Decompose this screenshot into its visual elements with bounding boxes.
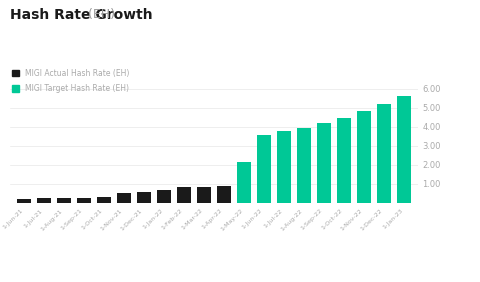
Text: Hash Rate Growth: Hash Rate Growth bbox=[10, 8, 152, 23]
Bar bbox=[57, 198, 71, 203]
Bar bbox=[317, 123, 331, 203]
Bar bbox=[396, 96, 410, 203]
Bar bbox=[377, 104, 391, 203]
Bar bbox=[216, 186, 230, 203]
Legend: MIGI Actual Hash Rate (EH), MIGI Target Hash Rate (EH): MIGI Actual Hash Rate (EH), MIGI Target … bbox=[9, 66, 132, 96]
Bar bbox=[357, 111, 371, 203]
Bar bbox=[17, 199, 31, 203]
Bar bbox=[96, 197, 110, 203]
Bar bbox=[197, 187, 211, 203]
Bar bbox=[117, 193, 131, 203]
Bar bbox=[276, 131, 290, 203]
Bar bbox=[156, 190, 170, 203]
Bar bbox=[257, 135, 271, 203]
Bar bbox=[36, 198, 50, 203]
Bar bbox=[77, 198, 91, 203]
Text: (EH): (EH) bbox=[84, 8, 115, 21]
Bar bbox=[177, 187, 191, 203]
Bar bbox=[297, 128, 311, 203]
Bar bbox=[336, 118, 350, 203]
Bar bbox=[137, 191, 151, 203]
Bar bbox=[237, 162, 251, 203]
